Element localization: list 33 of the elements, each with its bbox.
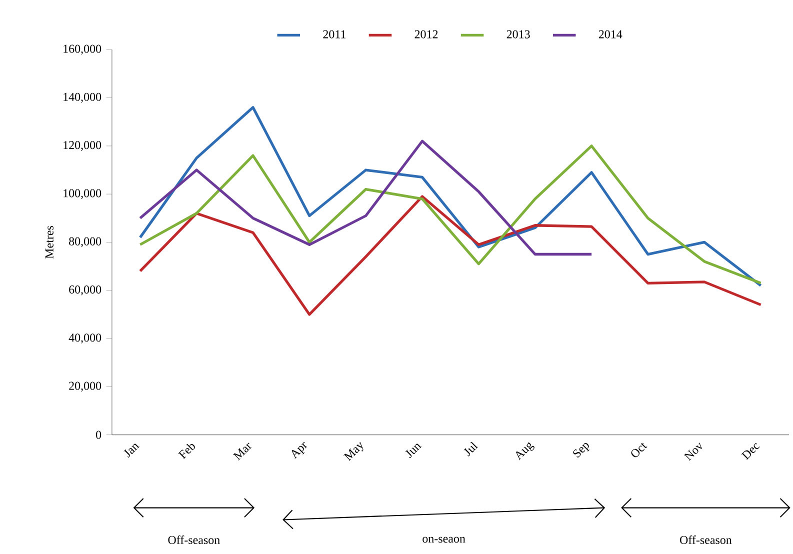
text: on-seaon — [422, 537, 466, 543]
y-axis-title: Metres — [45, 226, 54, 259]
x-tick-label: Jun — [405, 444, 422, 458]
x-tick-label: Dec — [741, 443, 760, 460]
y-tick-label: 80,000 — [69, 237, 102, 248]
y-tick-label: 60,000 — [69, 286, 102, 296]
legend-label: 2014 — [598, 30, 622, 38]
line-series — [138, 195, 762, 316]
x-tick-label: Feb — [178, 444, 195, 460]
y-tick-label: 40,000 — [68, 334, 102, 344]
legend-label: 2013 — [506, 30, 530, 38]
y-tick-label: 160,000 — [64, 44, 102, 55]
x-tick-label: Mar — [232, 442, 252, 461]
y-tick-label: 20,000 — [69, 382, 102, 392]
text: Off-season — [168, 536, 220, 544]
x-tick-label: Sep — [573, 443, 590, 458]
y-tick-label: 0 — [96, 430, 102, 439]
line-series — [138, 106, 762, 288]
legend-label: 2011 — [323, 30, 346, 38]
y-tick-label: 140,000 — [64, 92, 102, 103]
x-tick-label: Apr — [292, 442, 308, 459]
y-tick-label: 120,000 — [64, 141, 102, 151]
x-tick-label: Nov — [684, 442, 702, 462]
y-tick-label: 100,000 — [64, 189, 102, 200]
x-tick-label: Jan — [124, 444, 140, 458]
legend-label: 2012 — [414, 30, 438, 38]
text: Off-season — [680, 536, 732, 544]
line-series — [138, 144, 762, 285]
x-tick-label: Aug — [516, 442, 534, 460]
x-tick-label: May — [344, 442, 364, 462]
x-tick-label: Oct — [631, 443, 648, 458]
line-series — [138, 140, 593, 256]
x-tick-label: Jul — [464, 442, 478, 457]
